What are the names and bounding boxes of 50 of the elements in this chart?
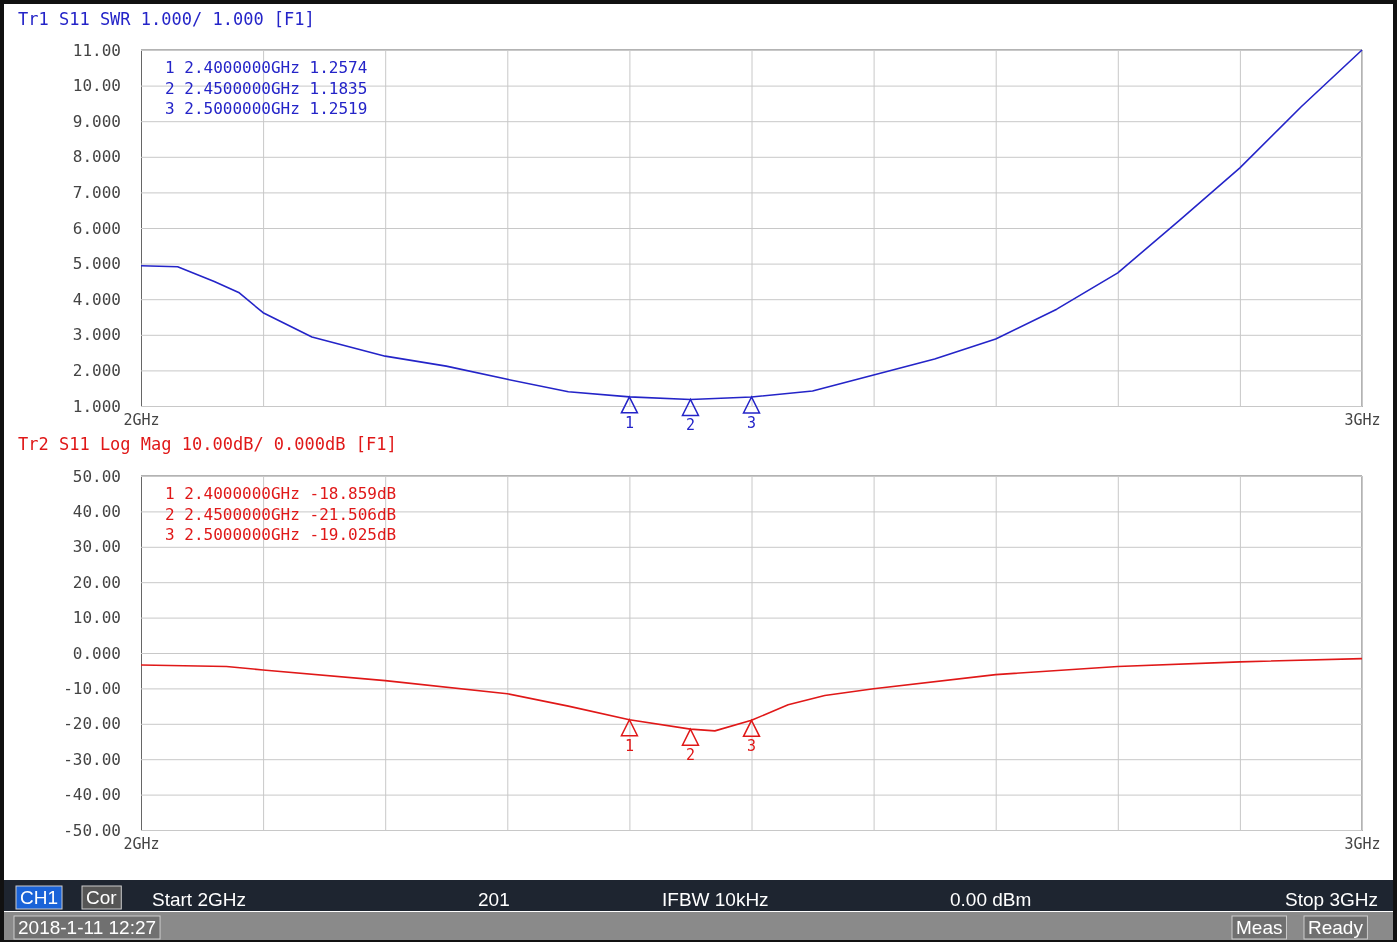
y-tick-label: 7.000 (72, 183, 121, 203)
annotation: 1 2.4000000GHz 1.2574 (165, 58, 368, 77)
x-tick-label: 2GHz (123, 834, 160, 853)
text: 201 (478, 889, 510, 910)
annotation: 1 2.4000000GHz -18.859dB (165, 484, 397, 503)
annotation: 3 (746, 737, 757, 756)
y-tick-label: 50.00 (72, 466, 121, 486)
x-tick-label: 2GHz (123, 410, 160, 429)
y-tick-label: -40.00 (63, 785, 121, 805)
text: CH1 (20, 887, 59, 908)
annotation: 2 (685, 416, 695, 435)
y-tick-label: 2.000 (72, 361, 121, 381)
text: Cor (86, 887, 118, 908)
chart-title: Tr2 S11 Log Mag 10.00dB/ 0.000dB [F1] (18, 434, 397, 454)
y-tick-label: 10.00 (72, 608, 121, 628)
text: Start 2GHz (152, 889, 246, 910)
y-tick-label: 20.00 (72, 572, 121, 592)
y-tick-label: 4.000 (72, 289, 121, 309)
y-tick-label: -50.00 (63, 820, 121, 840)
text: Ready (1308, 917, 1364, 938)
y-tick-label: -30.00 (63, 749, 121, 769)
annotation: 2 2.4500000GHz -21.506dB (165, 504, 397, 524)
y-tick-label: 0.000 (72, 643, 121, 663)
text: 2018-1-11 12:27 (18, 917, 157, 938)
annotation: 2 (685, 746, 695, 765)
y-tick-label: 10.00 (72, 76, 121, 96)
y-tick-label: 11.00 (72, 40, 121, 60)
annotation: 3 2.5000000GHz -19.025dB (165, 525, 397, 544)
y-tick-label: -20.00 (63, 714, 121, 734)
text: Stop 3GHz (1285, 889, 1378, 910)
annotation: 1 (624, 736, 634, 755)
y-tick-label: 1.000 (72, 396, 121, 416)
annotation: 2 2.4500000GHz 1.1835 (165, 78, 368, 98)
y-tick-label: 5.000 (72, 254, 121, 274)
y-tick-label: 8.000 (72, 147, 121, 167)
y-tick-label: 30.00 (72, 537, 121, 557)
y-tick-label: 3.000 (72, 325, 121, 345)
x-tick-label: 3GHz (1344, 834, 1381, 853)
text: IFBW 10kHz (662, 889, 769, 910)
annotation: 3 (746, 414, 757, 433)
x-tick-label: 3GHz (1344, 410, 1381, 429)
text: 0.00 dBm (950, 889, 1032, 910)
chart-title: Tr1 S11 SWR 1.000/ 1.000 [F1] (18, 9, 315, 29)
y-tick-label: 40.00 (72, 502, 121, 522)
annotation: 3 2.5000000GHz 1.2519 (165, 99, 368, 118)
y-tick-label: -10.00 (63, 679, 121, 699)
y-tick-label: 9.000 (72, 111, 121, 131)
text: Meas (1236, 917, 1283, 938)
y-tick-label: 6.000 (72, 218, 121, 238)
annotation: 1 (624, 413, 634, 432)
